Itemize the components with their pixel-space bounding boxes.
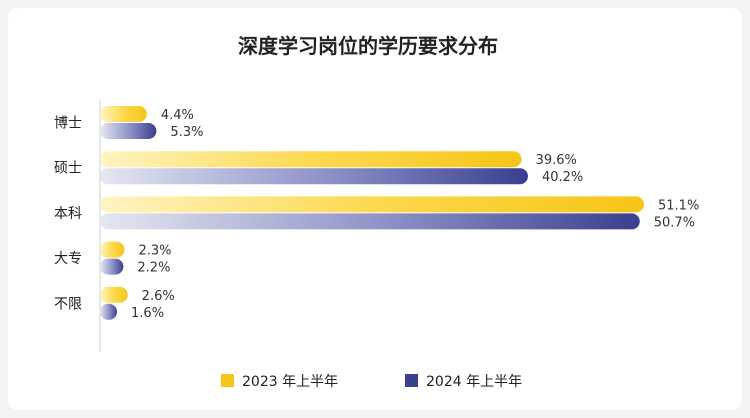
legend-swatch-2024 (405, 374, 418, 387)
bar-2023 (100, 286, 128, 303)
data-label-2023: 2.6% (142, 289, 175, 304)
data-label-2024: 2.2% (137, 261, 170, 276)
bar-2023 (100, 151, 522, 168)
labels-group: 博士 4.4% 5.3% 硕士 39.6% 40.2% 本科 51.1% 50.7% 大专 2.3%… (54, 108, 699, 321)
data-label-2024: 1.6% (131, 306, 164, 321)
bar-2023 (100, 106, 147, 122)
bar-2024 (100, 213, 640, 230)
category-label: 本科 (54, 206, 82, 222)
bar-chart: 深度学习岗位的学历要求分布 博士 4.4% 5.3% 硕士 39.6% 40.2% 本科 51… (54, 34, 699, 390)
bar-2023 (100, 196, 644, 213)
category-label: 大专 (54, 251, 82, 267)
category-label: 博士 (54, 115, 82, 132)
category-label: 硕士 (54, 161, 82, 177)
bar-2024 (100, 303, 118, 320)
data-label-2023: 39.6% (536, 153, 577, 168)
bar-2024 (100, 168, 528, 185)
bar-2024 (100, 123, 157, 139)
category-label: 不限 (54, 296, 82, 312)
bar-2023 (100, 241, 125, 258)
legend: 2023 年上半年 2024 年上半年 (221, 374, 522, 390)
chart-title: 深度学习岗位的学历要求分布 (238, 34, 498, 58)
data-label-2024: 5.3% (170, 125, 203, 140)
legend-label-2024: 2024 年上半年 (426, 374, 522, 390)
data-label-2024: 50.7% (654, 215, 695, 230)
data-label-2023: 2.3% (138, 244, 171, 259)
chart-card: 深度学习岗位的学历要求分布 博士 4.4% 5.3% 硕士 39.6% 40.2% 本科 51… (8, 8, 742, 410)
bars-group (100, 106, 644, 320)
data-label-2024: 40.2% (542, 170, 583, 185)
data-label-2023: 51.1% (658, 198, 699, 213)
legend-label-2023: 2023 年上半年 (242, 374, 338, 390)
legend-swatch-2023 (221, 374, 234, 387)
data-label-2023: 4.4% (161, 108, 194, 123)
bar-2024 (100, 258, 124, 275)
